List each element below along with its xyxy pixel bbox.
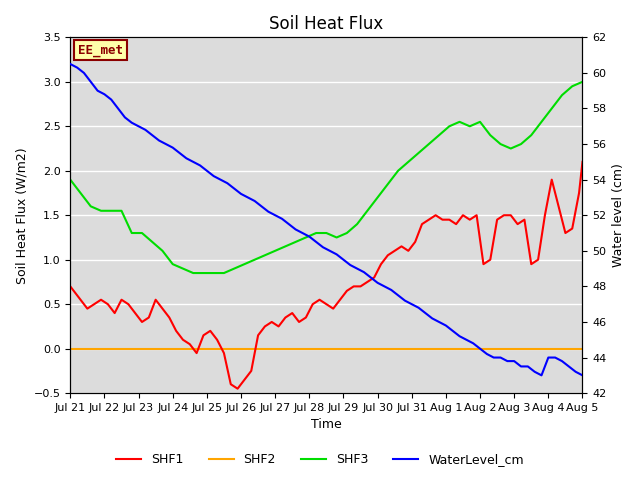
Y-axis label: Water level (cm): Water level (cm) [612, 163, 625, 267]
SHF3 [179, 266, 187, 272]
Title: Soil Heat Flux: Soil Heat Flux [269, 15, 383, 33]
Line: SHF1: SHF1 [70, 162, 582, 389]
WaterLevel_cm [333, 252, 340, 257]
SHF3 [415, 150, 422, 156]
SHF3 [230, 266, 238, 272]
SHF1 [356, 284, 364, 289]
WaterLevel_cm [67, 61, 74, 67]
SHF3 [189, 270, 197, 276]
SHF1 [282, 314, 289, 320]
SHF1 [579, 159, 586, 165]
Line: SHF3: SHF3 [70, 82, 582, 273]
Y-axis label: Soil Heat Flux (W/m2): Soil Heat Flux (W/m2) [15, 147, 28, 284]
SHF3 [67, 177, 74, 182]
Legend: SHF1, SHF2, SHF3, WaterLevel_cm: SHF1, SHF2, SHF3, WaterLevel_cm [111, 448, 529, 471]
SHF3 [568, 84, 576, 89]
WaterLevel_cm [476, 346, 484, 351]
SHF1 [248, 368, 255, 374]
SHF3 [445, 123, 453, 129]
Text: EE_met: EE_met [78, 44, 123, 57]
SHF1 [241, 377, 248, 383]
WaterLevel_cm [408, 301, 415, 307]
SHF1 [234, 386, 241, 392]
WaterLevel_cm [579, 372, 586, 378]
WaterLevel_cm [538, 372, 545, 378]
SHF1 [67, 284, 74, 289]
WaterLevel_cm [115, 106, 122, 111]
SHF1 [166, 314, 173, 320]
X-axis label: Time: Time [311, 419, 342, 432]
WaterLevel_cm [244, 194, 252, 200]
SHF1 [295, 319, 303, 325]
SHF3 [241, 261, 248, 267]
Line: WaterLevel_cm: WaterLevel_cm [70, 64, 582, 375]
SHF3 [579, 79, 586, 84]
WaterLevel_cm [394, 292, 402, 298]
